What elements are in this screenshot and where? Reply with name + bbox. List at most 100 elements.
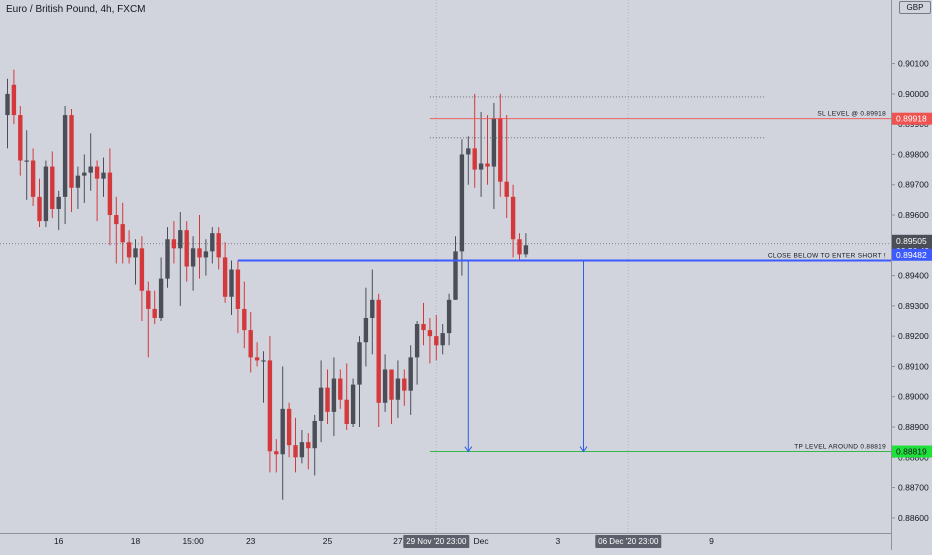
candle-body[interactable] [165, 239, 170, 279]
time-tick-label: 3 [556, 536, 561, 546]
candle-body[interactable] [331, 378, 337, 412]
candle-body[interactable] [434, 336, 439, 346]
candle-body[interactable] [178, 230, 183, 249]
candle-body[interactable] [210, 233, 215, 252]
candle-body[interactable] [504, 181, 509, 197]
candle-body[interactable] [152, 308, 157, 318]
candle-body[interactable] [229, 269, 234, 297]
price-tick-label: 0.89800 [898, 149, 929, 159]
candle-body[interactable] [88, 166, 93, 173]
candle-body[interactable] [389, 369, 394, 400]
candle-body[interactable] [190, 248, 196, 267]
candle-body[interactable] [5, 93, 10, 116]
candle-body[interactable] [203, 251, 209, 258]
candle-body[interactable] [248, 330, 253, 358]
candle-body[interactable] [344, 399, 349, 424]
candle-body[interactable] [37, 196, 42, 222]
candle-body[interactable] [82, 172, 87, 176]
candle-body[interactable] [11, 84, 17, 116]
candle-body[interactable] [114, 215, 119, 225]
candle-body[interactable] [517, 239, 522, 255]
candle-body[interactable] [414, 324, 420, 358]
candle-body[interactable] [69, 115, 74, 188]
target-arrow-head[interactable] [464, 446, 473, 453]
candle-body[interactable] [222, 257, 228, 297]
candle-body[interactable] [427, 330, 433, 337]
candle-body[interactable] [267, 360, 273, 452]
candle-body[interactable] [62, 115, 68, 197]
sl-price-tag[interactable] [892, 112, 932, 125]
candle-body[interactable] [216, 233, 221, 258]
entry-price-tag-label: 0.89482 [896, 250, 927, 260]
candle-body[interactable] [312, 420, 317, 449]
candle-body[interactable] [24, 160, 29, 162]
candle-body[interactable] [75, 175, 81, 188]
candle-body[interactable] [325, 387, 330, 412]
candle-body[interactable] [395, 378, 401, 400]
candle-body[interactable] [440, 333, 445, 346]
candle-body[interactable] [478, 163, 484, 170]
candle-body[interactable] [261, 360, 266, 362]
candle-body[interactable] [101, 172, 106, 179]
time-highlight-tag[interactable] [403, 535, 470, 548]
candle-body[interactable] [242, 308, 247, 331]
target-arrow-head[interactable] [579, 446, 588, 453]
time-highlight-tag[interactable] [595, 535, 662, 548]
candle-body[interactable] [466, 148, 471, 155]
candle-body[interactable] [94, 166, 100, 179]
candle-body[interactable] [376, 299, 381, 403]
candle-body[interactable] [350, 384, 356, 424]
candle-body[interactable] [382, 369, 388, 403]
candle-body[interactable] [421, 324, 426, 331]
candle-body[interactable] [43, 166, 49, 222]
candle-body[interactable] [357, 342, 362, 385]
candle-body[interactable] [498, 118, 503, 182]
candle-body[interactable] [171, 239, 177, 249]
candle-body[interactable] [299, 442, 305, 458]
candle-body[interactable] [18, 115, 23, 161]
candle-body[interactable] [158, 278, 164, 318]
last-price-tag-label: 0.89505 [896, 236, 927, 246]
candle-body[interactable] [523, 245, 529, 255]
candle-body[interactable] [184, 230, 189, 267]
candle-body[interactable] [491, 118, 497, 167]
price-tick-label: 0.88600 [898, 513, 929, 523]
plot-area[interactable] [0, 0, 891, 533]
candle-body[interactable] [293, 445, 298, 458]
candle-body[interactable] [139, 248, 145, 291]
candle-body[interactable] [197, 248, 202, 258]
candle-body[interactable] [318, 387, 324, 421]
candle-body[interactable] [56, 196, 61, 209]
candle-body[interactable] [459, 154, 465, 252]
tp-price-tag[interactable] [892, 445, 932, 458]
candle-body[interactable] [254, 357, 260, 361]
candle-body[interactable] [510, 196, 516, 240]
candle-body[interactable] [286, 408, 292, 446]
candle-body[interactable] [107, 172, 113, 216]
candle-body[interactable] [446, 299, 452, 334]
candle-body[interactable] [485, 163, 490, 167]
currency-badge[interactable]: GBP [899, 1, 931, 14]
candle-body[interactable] [133, 248, 138, 258]
price-axis[interactable] [891, 0, 932, 550]
candle-body[interactable] [338, 378, 343, 400]
candle-body[interactable] [280, 408, 285, 455]
candle-body[interactable] [126, 242, 132, 258]
candle-body[interactable] [306, 442, 311, 449]
candle-body[interactable] [235, 269, 241, 309]
candle-body[interactable] [472, 148, 477, 170]
candle-body[interactable] [363, 317, 369, 343]
candle-body[interactable] [370, 299, 375, 318]
candle-body[interactable] [408, 357, 413, 391]
candle-body[interactable] [120, 224, 125, 243]
time-tick-label: 23 [246, 536, 256, 546]
candle-body[interactable] [30, 160, 36, 197]
candle-body[interactable] [146, 290, 151, 309]
candle-body[interactable] [274, 451, 279, 455]
candle-body[interactable] [402, 378, 407, 391]
entry-price-tag[interactable] [892, 248, 932, 261]
candle-body[interactable] [453, 251, 458, 300]
candle-body[interactable] [50, 166, 55, 209]
